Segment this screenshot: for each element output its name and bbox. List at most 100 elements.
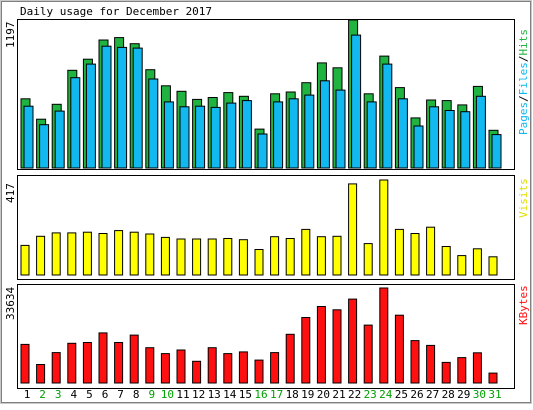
kbytes-bar xyxy=(488,372,498,384)
day-label: 29 xyxy=(457,388,470,401)
kbytes-bar xyxy=(332,309,342,384)
chart-title: Daily usage for December 2017 xyxy=(20,5,212,18)
legend-pages: Pages xyxy=(517,102,530,135)
day-label: 3 xyxy=(55,388,62,401)
visits-bar xyxy=(332,235,342,276)
kbytes-bar xyxy=(254,359,264,384)
kbytes-bar xyxy=(379,287,389,384)
kbytes-max-label: 33634 xyxy=(4,287,17,320)
hits-panel-frame xyxy=(17,19,515,170)
kbytes-bar xyxy=(270,352,280,384)
day-label: 10 xyxy=(161,388,174,401)
visits-bar xyxy=(363,243,373,276)
visits-bar xyxy=(270,236,280,276)
visits-bar xyxy=(114,230,124,276)
files-bar xyxy=(39,124,50,169)
kbytes-bar xyxy=(223,353,233,384)
kbytes-bar xyxy=(238,351,248,384)
files-bar xyxy=(429,106,440,169)
day-label: 18 xyxy=(286,388,299,401)
files-bar xyxy=(460,111,471,169)
day-label: 2 xyxy=(39,388,46,401)
visits-bar xyxy=(145,233,155,276)
visits-bar xyxy=(301,228,311,276)
visits-bar xyxy=(348,183,358,276)
visits-max-label: 417 xyxy=(4,183,17,203)
hits-panel-legend: Pages/Files/Hits xyxy=(517,29,530,135)
day-label: 30 xyxy=(473,388,486,401)
day-label: 9 xyxy=(148,388,155,401)
visits-bar xyxy=(20,244,30,276)
visits-bar xyxy=(36,235,46,276)
visits-bar xyxy=(410,233,420,276)
day-label: 6 xyxy=(102,388,109,401)
files-bar xyxy=(397,98,408,169)
files-bar xyxy=(257,133,268,169)
day-label: 31 xyxy=(488,388,501,401)
kbytes-bar xyxy=(316,306,326,384)
files-bar xyxy=(148,78,159,169)
visits-bar xyxy=(488,256,498,276)
kbytes-bar xyxy=(394,314,404,384)
day-label: 12 xyxy=(192,388,205,401)
kbytes-bar xyxy=(410,340,420,384)
day-label: 7 xyxy=(117,388,124,401)
kbytes-bar xyxy=(301,317,311,384)
visits-bar xyxy=(394,228,404,276)
files-bar xyxy=(319,80,330,169)
kbytes-bar xyxy=(192,360,202,384)
kbytes-bar xyxy=(160,353,170,384)
files-bar xyxy=(241,100,252,169)
kbytes-panel-frame xyxy=(17,284,515,389)
files-bar xyxy=(288,98,299,169)
kbytes-bar xyxy=(98,332,108,384)
kbytes-bar xyxy=(472,352,482,384)
kbytes-bar xyxy=(441,361,451,384)
visits-bar xyxy=(238,239,248,276)
legend-hits: Hits xyxy=(517,29,530,56)
visits-bar xyxy=(82,231,92,276)
day-label: 1 xyxy=(24,388,31,401)
day-label: 19 xyxy=(301,388,314,401)
day-label: 17 xyxy=(270,388,283,401)
kbytes-bar xyxy=(114,342,124,384)
files-bar xyxy=(54,110,65,169)
kbytes-bar xyxy=(145,347,155,384)
day-label: 13 xyxy=(208,388,221,401)
visits-bar xyxy=(457,255,467,276)
kbytes-bar xyxy=(457,357,467,384)
day-label: 24 xyxy=(379,388,393,401)
legend-slash-1: / xyxy=(517,95,530,102)
day-label: 22 xyxy=(348,388,361,401)
day-label: 27 xyxy=(426,388,439,401)
visits-bar xyxy=(207,238,217,276)
files-bar xyxy=(179,106,190,169)
files-bar xyxy=(210,106,221,169)
bars-layer xyxy=(20,19,502,384)
visits-bar xyxy=(379,179,389,276)
files-bar xyxy=(132,47,143,169)
visits-bar xyxy=(192,238,202,276)
day-label: 20 xyxy=(317,388,330,401)
day-label: 25 xyxy=(395,388,408,401)
files-bar xyxy=(366,101,377,169)
visits-bar xyxy=(98,233,108,276)
files-bar xyxy=(444,110,455,169)
visits-panel-legend: Visits xyxy=(517,178,530,218)
kbytes-bar xyxy=(426,344,436,384)
legend-files: Files xyxy=(517,62,530,95)
visits-bar xyxy=(316,236,326,276)
visits-bar xyxy=(285,238,295,276)
visits-bar xyxy=(176,238,186,276)
day-label: 8 xyxy=(133,388,140,401)
day-label: 4 xyxy=(70,388,77,401)
visits-bar xyxy=(160,236,170,276)
visits-bar xyxy=(67,232,77,276)
files-bar xyxy=(304,94,315,169)
kbytes-bar xyxy=(363,324,373,384)
files-bar xyxy=(117,46,128,169)
hits-max-label: 1197 xyxy=(4,22,17,49)
